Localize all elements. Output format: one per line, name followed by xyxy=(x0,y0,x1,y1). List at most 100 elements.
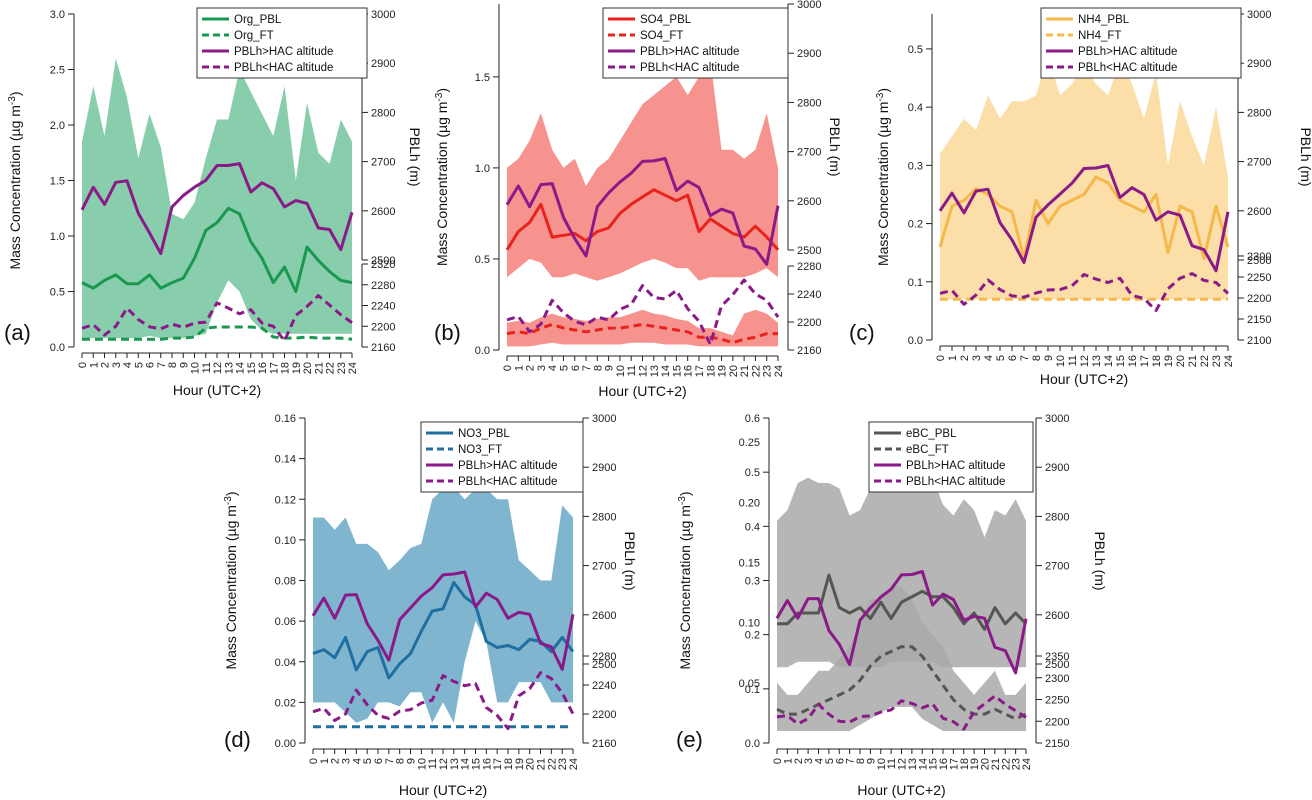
y-tick-label: 0.5 xyxy=(50,287,65,299)
x-tick-label: 15 xyxy=(246,362,258,374)
panel-label: (d) xyxy=(224,727,251,752)
x-tick-label: 9 xyxy=(604,365,616,371)
x-tick-label: 11 xyxy=(886,758,898,769)
y2-axis-title: PBLh (m) xyxy=(622,531,638,590)
y2-tick-label: 2900 xyxy=(592,462,616,474)
x-tick-label: 15 xyxy=(471,758,483,770)
x-tick-label: 24 xyxy=(568,758,580,770)
legend-label: eBC_PBL xyxy=(906,428,957,440)
y2-tick-label: 3000 xyxy=(1045,413,1069,425)
x-tick-label: 8 xyxy=(1031,355,1043,361)
x-tick-label: 16 xyxy=(1127,355,1139,367)
legend-label: PBLh<HAC altitude xyxy=(906,476,1005,488)
y2-tick-label: 2600 xyxy=(592,610,616,622)
y-axis-title: Mass Concentration (µg m-3) xyxy=(7,91,24,269)
y2-tick-label: 3000 xyxy=(371,9,395,21)
x-tick-label: 5 xyxy=(362,758,374,764)
series-pblh-below-line xyxy=(312,671,575,730)
x-tick-label: 17 xyxy=(268,362,280,374)
x-tick-label: 7 xyxy=(384,758,396,764)
x-tick-label: 7 xyxy=(581,365,593,371)
pbl-range-band xyxy=(940,54,1228,300)
x-tick-label: 8 xyxy=(395,758,407,764)
y-tick-label: 0.0 xyxy=(50,342,65,354)
panel-a: 0.00.51.01.52.02.53.02500260027002800290… xyxy=(4,7,423,398)
y2-tick-label: 2350 xyxy=(1045,651,1069,663)
legend-label: NH4_FT xyxy=(1078,30,1121,42)
y2-tick-label: 3000 xyxy=(592,413,616,425)
y2-tick-label: 2800 xyxy=(797,97,821,109)
legend-label: PBLh<HAC altitude xyxy=(640,62,739,74)
legend-label: PBLh<HAC altitude xyxy=(458,476,557,488)
x-tick-label: 3 xyxy=(971,355,983,361)
x-tick-label: 3 xyxy=(803,758,815,764)
x-tick-label: 2 xyxy=(793,758,805,764)
y2-tick-label: 2800 xyxy=(1247,107,1271,119)
series-pblh-above-line xyxy=(505,157,780,266)
legend-label: NH4_PBL xyxy=(1078,14,1130,26)
y2-tick-label: 2160 xyxy=(592,738,616,750)
x-tick-label: 6 xyxy=(145,362,157,368)
y-axis-title: Mass Concentration (µg m-3) xyxy=(223,491,240,669)
y2-tick-label: 2320 xyxy=(371,259,395,271)
x-tick-label: 8 xyxy=(592,365,604,371)
x-tick-label: 21 xyxy=(739,365,751,377)
legend-label: PBLh>HAC altitude xyxy=(1078,46,1177,58)
x-tick-label: 2 xyxy=(330,758,342,764)
y-tick-label-secondary: 0.05 xyxy=(739,678,760,690)
x-tick-label: 21 xyxy=(990,758,1002,770)
y2-tick-label: 2160 xyxy=(797,345,821,357)
panel-c: 0.00.10.20.30.40.52500260027002800290030… xyxy=(849,7,1312,387)
y-tick-label: 0.02 xyxy=(275,697,296,709)
x-tick-label: 22 xyxy=(546,758,558,770)
x-tick-label: 4 xyxy=(547,365,559,371)
y-tick-label: 0.04 xyxy=(275,657,296,669)
y-tick-label: 0.3 xyxy=(908,160,923,172)
x-tick-label: 11 xyxy=(201,362,213,373)
x-tick-label: 5 xyxy=(133,362,145,368)
y2-tick-label: 2300 xyxy=(1247,251,1271,263)
y-tick-label: 0.16 xyxy=(275,413,296,425)
x-tick-label: 10 xyxy=(190,362,202,374)
x-tick-label: 15 xyxy=(671,365,683,377)
x-tick-label: 0 xyxy=(935,355,947,361)
series-pbl-line xyxy=(777,573,1028,631)
series-pbl-line xyxy=(938,175,1230,260)
legend-label: Org_PBL xyxy=(234,14,282,26)
x-tick-label: 0 xyxy=(772,758,784,764)
y-tick-label: 0.5 xyxy=(745,467,760,479)
x-tick-label: 19 xyxy=(717,365,729,377)
x-tick-label: 16 xyxy=(683,365,695,377)
y2-axis-title: PBLh (m) xyxy=(1092,531,1108,590)
x-tick-label: 11 xyxy=(1067,355,1079,366)
x-tick-label: 1 xyxy=(88,362,100,368)
panel-d: 0.00 0.02 0.04 0.06 0.08 0.10 0.12 0.14 0.16 2500… xyxy=(223,413,639,798)
y-tick-label-secondary: 0.10 xyxy=(739,618,760,630)
y2-tick-label: 2600 xyxy=(797,196,821,208)
x-tick-label: 24 xyxy=(347,362,359,374)
y2-tick-label: 2700 xyxy=(1247,157,1271,169)
y-tick-label-secondary: 0.15 xyxy=(739,557,760,569)
x-tick-label: 13 xyxy=(449,758,461,770)
y2-tick-label: 2500 xyxy=(592,659,616,671)
y2-tick-label: 2280 xyxy=(371,280,395,292)
y-tick-label: 0.3 xyxy=(745,576,760,588)
y2-tick-label: 2800 xyxy=(592,511,616,523)
x-tick-label: 22 xyxy=(1199,355,1211,367)
y-tick-label: 1.0 xyxy=(50,231,65,243)
series-pbl-line xyxy=(312,581,575,680)
x-tick-label: 19 xyxy=(514,758,526,770)
y-tick-label: 2.0 xyxy=(50,120,65,132)
y-tick-label: 0.5 xyxy=(908,44,923,56)
x-tick-label: 24 xyxy=(1223,355,1235,367)
x-tick-label: 14 xyxy=(917,758,929,770)
x-tick-label: 12 xyxy=(212,362,224,374)
x-tick-label: 20 xyxy=(1175,355,1187,367)
y-tick-label: 2.5 xyxy=(50,65,65,77)
y-tick-label: 0.12 xyxy=(275,494,296,506)
x-tick-label: 9 xyxy=(178,362,190,368)
y2-tick-label: 2900 xyxy=(1247,58,1271,70)
legend: SO4_PBL SO4_FT PBLh>HAC altitude PBLh<HAC a… xyxy=(602,7,789,79)
y2-tick-label: 2700 xyxy=(592,561,616,573)
